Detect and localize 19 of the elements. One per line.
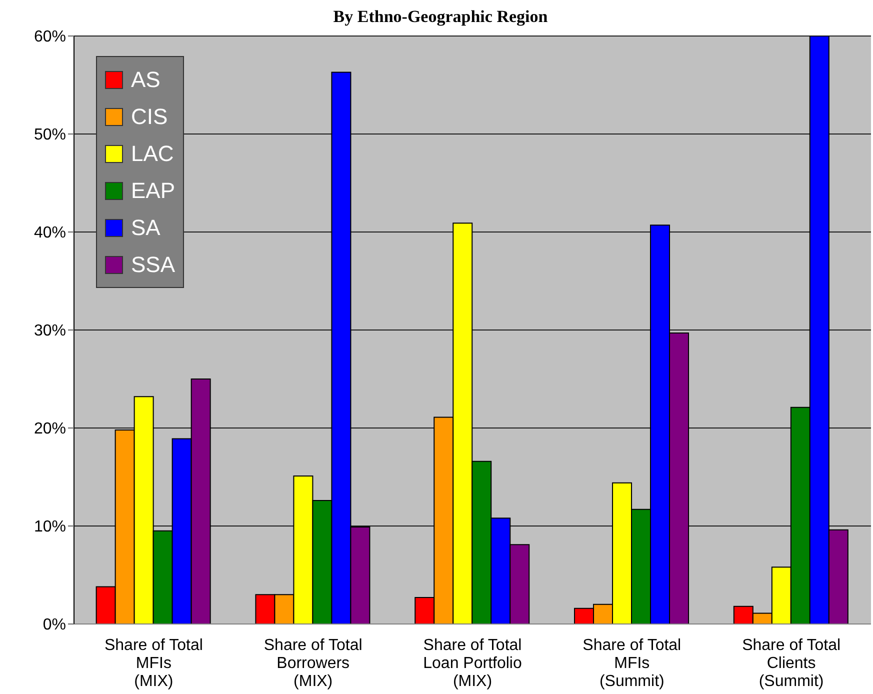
y-tick-label: 50% — [34, 126, 66, 144]
legend-label: LAC — [131, 140, 174, 166]
legend-label: SA — [131, 214, 160, 240]
chart-title: By Ethno-Geographic Region — [332, 7, 549, 26]
legend-label: AS — [131, 66, 160, 92]
x-tick-label: Share of Total Loan Portfolio (MIX) — [423, 637, 522, 690]
y-tick-label: 60% — [34, 28, 66, 46]
legend-label: EAP — [131, 178, 176, 204]
y-tick-label: 30% — [34, 322, 66, 340]
legend-label: SSA — [131, 252, 176, 278]
x-tick-label: Share of Total Borrowers (MIX) — [264, 637, 362, 690]
x-tick-label: Share of Total MFIs (MIX) — [104, 637, 203, 690]
legend-label: CIS — [131, 104, 168, 130]
x-tick-label: Share of Total MFIs (Summit) — [582, 637, 682, 690]
y-tick-label: 0% — [42, 616, 66, 634]
x-tick-label: Share of Total Clients (Summit) — [742, 637, 841, 690]
y-tick-label: 40% — [34, 224, 66, 242]
y-tick-label: 10% — [34, 518, 66, 536]
y-tick-label: 20% — [34, 420, 66, 438]
